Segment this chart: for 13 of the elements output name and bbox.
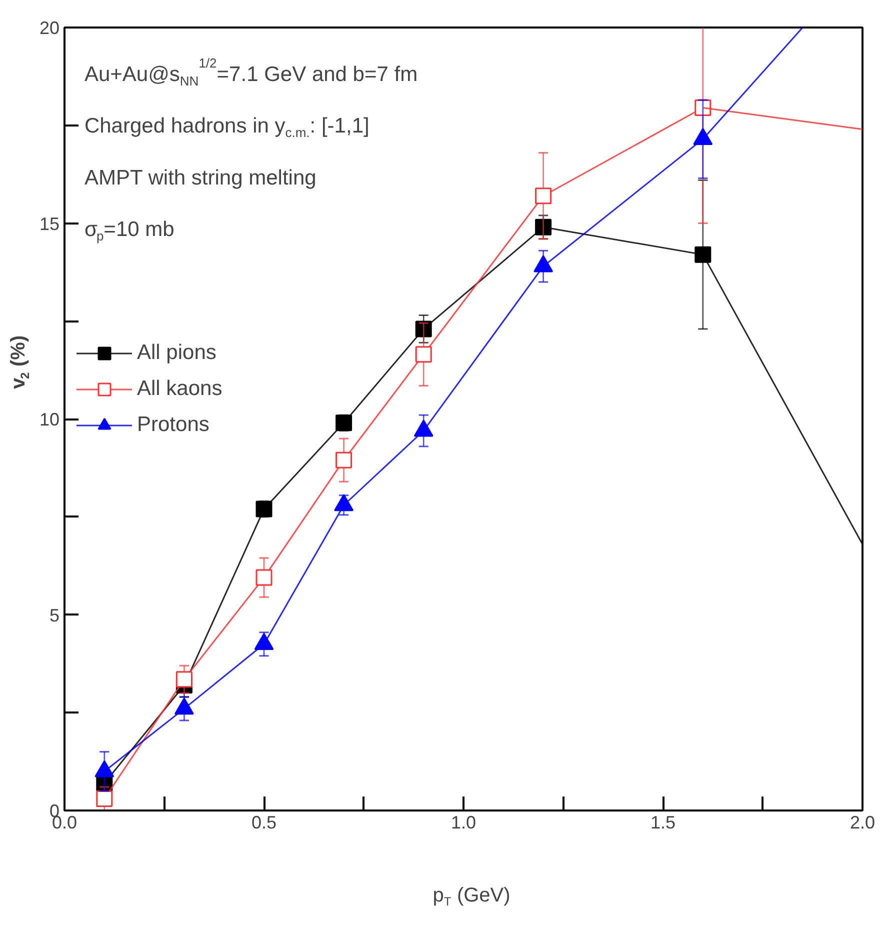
x-tick-label: 1.5: [650, 812, 676, 832]
x-tick-label: 0.5: [251, 812, 277, 832]
y-tick-label: 20: [39, 18, 60, 38]
legend-label: Protons: [137, 413, 210, 437]
annotation: AMPT with string melting: [84, 166, 316, 190]
y-tick-label: 10: [39, 410, 60, 430]
y-tick-label: 5: [49, 605, 60, 626]
x-tick-label: 1.0: [450, 812, 476, 832]
y-axis-title: v2 (%): [8, 335, 32, 389]
legend-label: All kaons: [137, 377, 222, 401]
x-tick-label: 2.0: [850, 812, 876, 832]
y-tick-label: 15: [39, 214, 60, 234]
legend-label: All pions: [137, 341, 216, 365]
